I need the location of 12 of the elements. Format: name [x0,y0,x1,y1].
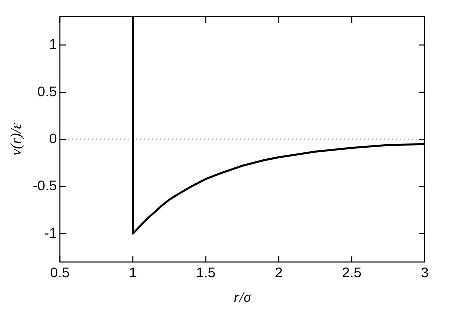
x-tick-label: 2 [275,264,284,280]
x-axis-title: r/σ [234,290,252,306]
y-axis-title: v(r)/ε [8,123,25,156]
x-tick-label: 2.5 [342,264,362,280]
y-tick-label: 0.5 [38,83,58,100]
x-tick-label: 1.5 [196,264,216,280]
y-tick-label: -0.5 [33,178,58,194]
y-tick-label: 1 [49,36,58,52]
y-tick-label: -1 [44,224,58,241]
x-tick-label: 3 [421,264,430,280]
y-tick-label: 0 [49,130,58,146]
x-tick-label: 1 [129,264,138,280]
